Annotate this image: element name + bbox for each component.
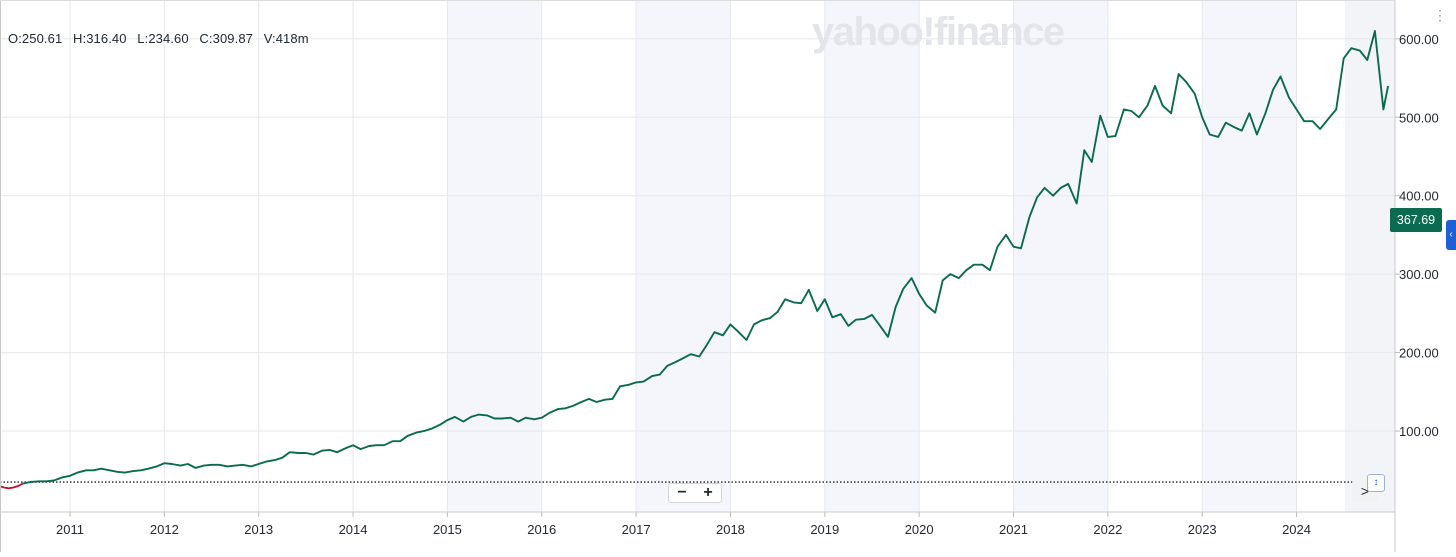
y-tick-label: 200.00 <box>1399 346 1439 361</box>
latest-period-shade <box>1345 1 1395 512</box>
current-price-badge: 367.69 <box>1390 208 1442 232</box>
alternating-year-shading <box>447 1 1395 512</box>
open-value: O:250.61 <box>8 31 63 46</box>
x-tick-label: 2011 <box>56 522 84 537</box>
ohlc-readout: O:250.61 H:316.40 L:234.60 C:309.87 V:41… <box>8 31 316 46</box>
x-tick-label: 2021 <box>999 522 1028 537</box>
x-tick-label: 2019 <box>810 522 839 537</box>
volume-value: V:418m <box>263 31 309 46</box>
pre-baseline-line <box>0 482 24 490</box>
high-value: H:316.40 <box>73 31 127 46</box>
x-tick-label: 2020 <box>905 522 934 537</box>
price-line <box>22 30 1390 485</box>
more-options-icon[interactable]: · · · <box>1438 3 1442 27</box>
year-shade <box>447 1 542 512</box>
grid-lines <box>0 0 1395 512</box>
year-shade <box>1202 1 1297 512</box>
x-tick-label: 2024 <box>1282 522 1311 537</box>
y-tick-label: 100.00 <box>1399 424 1439 439</box>
plot-border-top <box>0 0 1395 1</box>
x-tick-label: 2018 <box>716 522 745 537</box>
plot-border <box>0 0 1 552</box>
year-shade <box>636 1 731 512</box>
low-value: L:234.60 <box>137 31 189 46</box>
year-shade <box>1013 1 1108 512</box>
zoom-in-button[interactable]: + <box>703 484 713 501</box>
close-value: C:309.87 <box>199 31 253 46</box>
x-tick-label: 2015 <box>433 522 462 537</box>
x-tick-label: 2017 <box>622 522 651 537</box>
axis-area: 2011 2012 2013 2014 2015 2016 2017 2018 2019 2020… <box>0 0 1439 552</box>
y-tick-label: 500.00 <box>1399 110 1439 125</box>
zoom-control: − + <box>668 483 722 503</box>
price-line-layer <box>0 30 1390 490</box>
x-tick-label: 2014 <box>339 522 368 537</box>
year-shade <box>824 1 920 512</box>
x-tick-label: 2023 <box>1188 522 1217 537</box>
y-tick-label: 600.00 <box>1399 32 1439 47</box>
yahoo-finance-watermark: yahoo!finance <box>812 10 1065 54</box>
x-tick-label: 2022 <box>1093 522 1122 537</box>
y-tick-label: 300.00 <box>1399 267 1439 282</box>
x-tick-label: 2013 <box>244 522 273 537</box>
x-tick-label: 2012 <box>150 522 179 537</box>
vertical-scale-handle-icon[interactable]: ↕ <box>1367 474 1385 492</box>
collapse-panel-icon[interactable]: ‹ <box>1446 220 1456 250</box>
x-tick-label: 2016 <box>527 522 556 537</box>
y-tick-label: 400.00 <box>1399 189 1439 204</box>
zoom-out-button[interactable]: − <box>677 484 687 501</box>
